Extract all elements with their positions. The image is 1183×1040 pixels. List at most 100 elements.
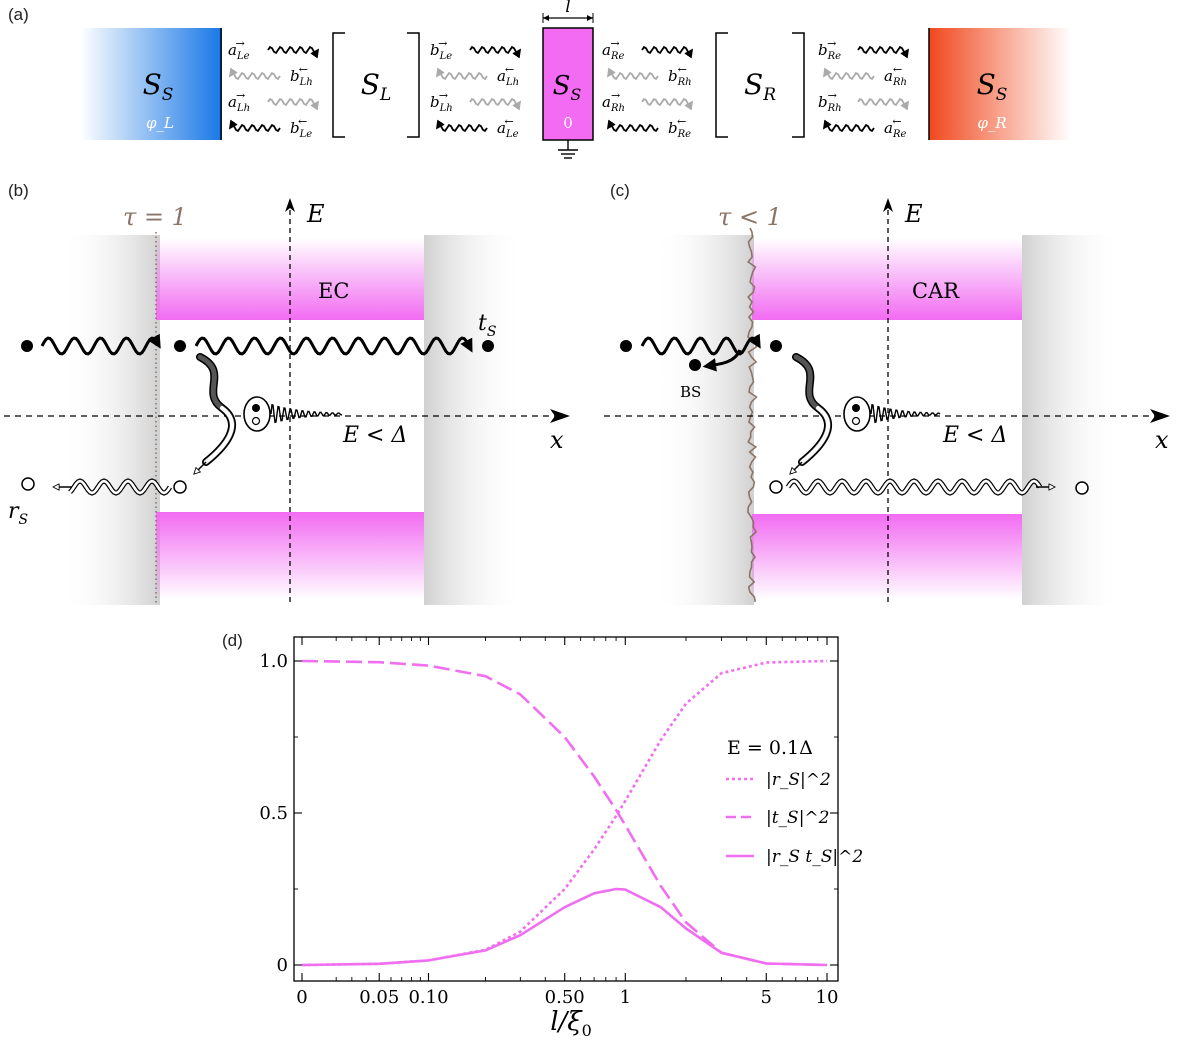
energy-condition-c: E < Δ [942,423,1007,448]
ground-icon [558,140,578,159]
mode-label: aLe← [497,115,519,140]
panel-c: τ < 1 E x CAR E < Δ BS [604,198,1170,605]
mode-label: bRh→ [818,89,842,114]
crossed-hole [1075,481,1089,495]
panel-a-label: (a) [8,5,29,24]
electron-in-sc-b [174,340,186,352]
bracket-left-close [407,32,420,138]
shadow-left-b [60,235,160,605]
mode-label: aLh→ [228,89,250,114]
incident-electron-c [620,340,632,352]
y-tick-label: 1.0 [259,651,288,672]
lower-band-c [752,514,1022,600]
x-tick-label: 5 [761,987,772,1008]
mode-wave [469,97,522,111]
shadow-right-c [1022,235,1122,605]
phase-left: φ_L [146,114,174,132]
mode-label: aRe→ [602,37,624,62]
mode-wave [267,45,320,59]
x-tick-label: 1 [620,987,631,1008]
transmitted-wave-b [194,336,473,356]
plot-frame [293,636,839,982]
mode-label: bLh→ [430,89,453,114]
mode-wave [641,45,694,59]
upper-band-b [156,238,424,320]
bs-label: BS [680,383,701,401]
x-axis-label-b: x [550,426,564,454]
energy-axis-label-c: E [904,200,923,228]
reflection-label: rS [8,499,28,528]
transmitted-electron [482,340,494,352]
reflected-hole [21,477,35,491]
left-superconductor [80,28,222,140]
mode-wave [822,119,875,133]
x-axis-title: l/ξ0 [550,1007,592,1040]
x-tick-label: 10 [816,987,839,1008]
mode-wave [606,67,659,81]
mode-label: bLe← [290,115,312,140]
mode-label: bRe← [668,115,691,140]
mode-wave [435,67,488,81]
mode-wave [857,97,910,111]
series-line-2 [301,659,828,967]
chart-d: 0 0.05 0.10 0.50 1 5 10 0 0.5 1.0 l/ξ0 E = 0.1Δ |r_S… [259,636,863,1040]
incident-electron-b [21,340,33,352]
hole-in-sc-b [173,480,187,494]
x-tick-label: 0.05 [359,987,399,1008]
mode-label: bLe→ [430,37,452,62]
transmission-label: tS [478,311,496,340]
cooper-pair-icon-c [843,396,941,432]
x-tick-label: 0.50 [545,987,585,1008]
mode-label: bLh← [290,63,313,88]
shadow-right-b [424,235,524,605]
center-sc-symbol: SS [553,71,582,104]
legend-label: |r_S t_S|^2 [766,847,863,867]
legend-label: |t_S|^2 [766,808,830,828]
mode-wave [822,67,875,81]
left-sc-symbol: SS [143,68,174,105]
mode-label: aRh→ [602,89,625,114]
y-tick-label: 0.5 [259,803,288,824]
mode-label: aRe← [884,115,906,140]
mode-wave [228,119,281,133]
panel-a: SS φ_L SL SS 0 l SR SS φ_R aLe→ bLh← aLh→ b… [80,0,1071,159]
hole-in-sc-c [769,480,783,494]
incident-wave-b [40,333,161,356]
length-label: l [565,0,570,17]
panel-c-label: (c) [610,181,630,200]
x-tick-label: 0 [296,987,307,1008]
mode-label: bRh← [668,63,692,88]
mode-label: aLh← [497,63,519,88]
mode-wave [228,67,281,81]
right-sc-symbol: SS [977,68,1008,105]
energy-axis-label-b: E [306,200,325,228]
x-axis-label-c: x [1155,426,1169,454]
electron-in-sc-c [770,340,782,352]
phase-center: 0 [563,114,573,132]
bracket-right-open [715,32,728,138]
mode-wave [857,45,910,59]
rough-interface [747,227,758,603]
mode-wave [435,119,488,133]
right-superconductor [929,28,1071,140]
series-line-3 [301,887,828,967]
mode-wave [267,97,320,111]
shadow-left-c [654,235,754,605]
mode-labels: aLe→ bLh← aLh→ bLe← bLe→ aLh← bLh→ aLe← aRe→ bRh←… [228,37,910,140]
tau-label-b: τ = 1 [123,203,187,231]
band-label-ec: EC [318,279,349,303]
scatter-left-symbol: SL [361,68,391,105]
mode-label: aLe→ [228,37,250,62]
bracket-left-open [332,32,345,138]
mode-wave [469,45,522,59]
cooper-pair-icon [243,396,342,432]
backscatter-arrow [702,349,742,372]
mode-label: bRe→ [818,37,841,62]
x-tick-label: 0.10 [408,987,448,1008]
mode-wave [606,119,659,133]
mode-label: aRh← [884,63,907,88]
tau-label-c: τ < 1 [718,203,782,231]
panel-b-label: (b) [8,181,29,200]
upper-band-c [752,238,1022,320]
